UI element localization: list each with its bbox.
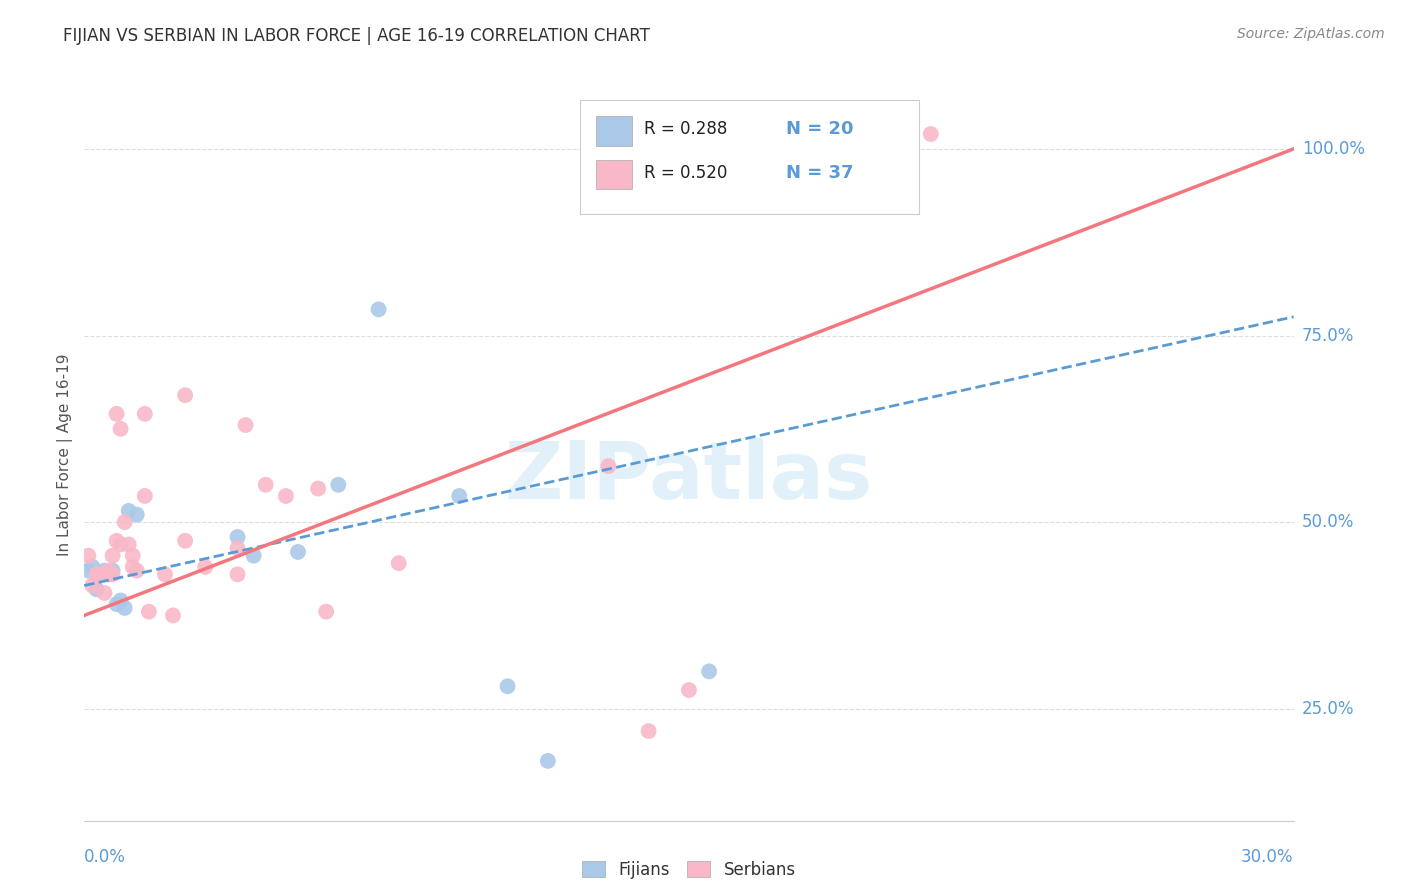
Text: 30.0%: 30.0%	[1241, 848, 1294, 866]
Point	[118, 537, 141, 551]
Point	[194, 560, 217, 574]
Text: N = 20: N = 20	[786, 120, 853, 138]
Text: 75.0%: 75.0%	[1302, 326, 1354, 344]
Point	[110, 593, 132, 607]
Legend: Fijians, Serbians: Fijians, Serbians	[575, 855, 803, 886]
Point	[226, 530, 249, 544]
Point	[367, 302, 389, 317]
Point	[77, 549, 100, 563]
Point	[388, 556, 411, 570]
Point	[138, 605, 160, 619]
Text: FIJIAN VS SERBIAN IN LABOR FORCE | AGE 16-19 CORRELATION CHART: FIJIAN VS SERBIAN IN LABOR FORCE | AGE 1…	[63, 27, 650, 45]
Point	[678, 683, 700, 698]
FancyBboxPatch shape	[581, 100, 918, 213]
Point	[86, 567, 108, 582]
Point	[637, 724, 659, 739]
Point	[105, 407, 128, 421]
Point	[93, 586, 115, 600]
Point	[226, 541, 249, 556]
Point	[82, 560, 104, 574]
Point	[449, 489, 471, 503]
Point	[89, 567, 111, 582]
Point	[920, 127, 942, 141]
Point	[242, 549, 264, 563]
Text: 100.0%: 100.0%	[1302, 140, 1365, 158]
Point	[235, 418, 257, 433]
Point	[93, 564, 115, 578]
Point	[162, 608, 184, 623]
Point	[153, 567, 176, 582]
Text: 25.0%: 25.0%	[1302, 699, 1354, 718]
Point	[697, 665, 720, 679]
Point	[134, 489, 156, 503]
Text: ZIPatlas: ZIPatlas	[505, 438, 873, 516]
Point	[77, 564, 100, 578]
FancyBboxPatch shape	[596, 161, 633, 189]
Y-axis label: In Labor Force | Age 16-19: In Labor Force | Age 16-19	[58, 353, 73, 557]
Point	[537, 754, 560, 768]
Point	[105, 533, 128, 548]
Text: Source: ZipAtlas.com: Source: ZipAtlas.com	[1237, 27, 1385, 41]
Text: 0.0%: 0.0%	[84, 848, 127, 866]
Text: N = 37: N = 37	[786, 164, 853, 182]
Point	[315, 605, 337, 619]
Point	[328, 477, 350, 491]
Point	[97, 564, 120, 578]
Point	[174, 388, 197, 402]
Point	[125, 508, 148, 522]
Point	[134, 407, 156, 421]
Point	[125, 564, 148, 578]
Text: R = 0.288: R = 0.288	[644, 120, 727, 138]
Text: R = 0.520: R = 0.520	[644, 164, 727, 182]
Text: 50.0%: 50.0%	[1302, 513, 1354, 531]
Point	[97, 567, 120, 582]
Point	[114, 601, 136, 615]
Point	[287, 545, 309, 559]
Point	[101, 549, 124, 563]
Point	[496, 679, 519, 693]
FancyBboxPatch shape	[596, 116, 633, 145]
Point	[114, 515, 136, 529]
Point	[174, 533, 197, 548]
Point	[598, 459, 620, 474]
Point	[254, 477, 277, 491]
Point	[121, 560, 143, 574]
Point	[105, 597, 128, 611]
Point	[274, 489, 297, 503]
Point	[121, 549, 143, 563]
Point	[82, 578, 104, 592]
Point	[101, 567, 124, 582]
Point	[118, 504, 141, 518]
Point	[226, 567, 249, 582]
Point	[110, 537, 132, 551]
Point	[307, 482, 329, 496]
Point	[86, 582, 108, 597]
Point	[110, 422, 132, 436]
Point	[101, 564, 124, 578]
